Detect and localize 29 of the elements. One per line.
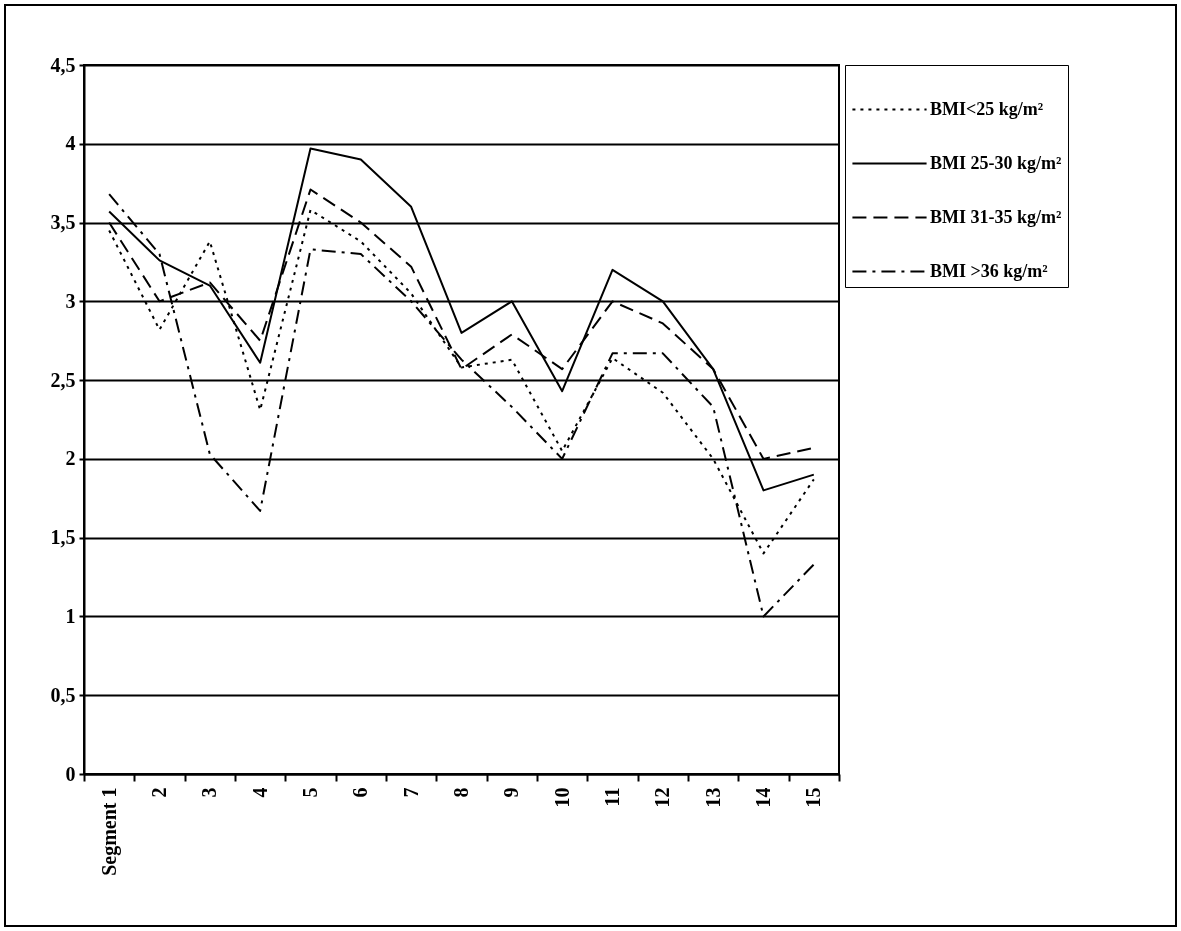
x-tick-label: 14 — [752, 787, 774, 808]
y-tick-label: 4 — [65, 132, 76, 155]
legend-label: BMI 31-35 kg/m² — [930, 206, 1062, 227]
x-tick-label: 15 — [802, 787, 825, 808]
x-tick-label: 2 — [148, 787, 170, 798]
y-tick-label: 2 — [65, 447, 76, 470]
y-tick-label: 4,5 — [50, 53, 76, 76]
x-tick-label: 3 — [198, 787, 221, 798]
y-tick-label: 1 — [65, 604, 76, 627]
x-tick-label: 7 — [399, 787, 422, 798]
x-tick-label: 9 — [500, 787, 523, 798]
y-tick-label: 3,5 — [50, 211, 76, 234]
x-tick-label: 10 — [550, 787, 573, 808]
y-tick-label: 0,5 — [50, 683, 76, 706]
x-tick-label: 6 — [349, 787, 372, 798]
x-tick-label: 4 — [248, 787, 271, 798]
y-tick-label: 3 — [65, 289, 76, 312]
y-tick-label: 0 — [65, 762, 76, 785]
y-tick-label: 2,5 — [50, 368, 76, 391]
legend-label: BMI >36 kg/m² — [930, 260, 1048, 281]
x-tick-label: 11 — [601, 787, 623, 807]
x-tick-label: 13 — [701, 787, 724, 808]
x-tick-label: 12 — [651, 787, 674, 808]
legend-label: BMI<25 kg/m² — [930, 98, 1044, 119]
y-tick-label: 1,5 — [50, 526, 76, 549]
x-tick-label: 8 — [450, 787, 472, 798]
legend-label: BMI 25-30 kg/m² — [930, 152, 1062, 173]
x-tick-label: 5 — [299, 787, 321, 798]
x-tick-label: Segment 1 — [97, 787, 121, 876]
